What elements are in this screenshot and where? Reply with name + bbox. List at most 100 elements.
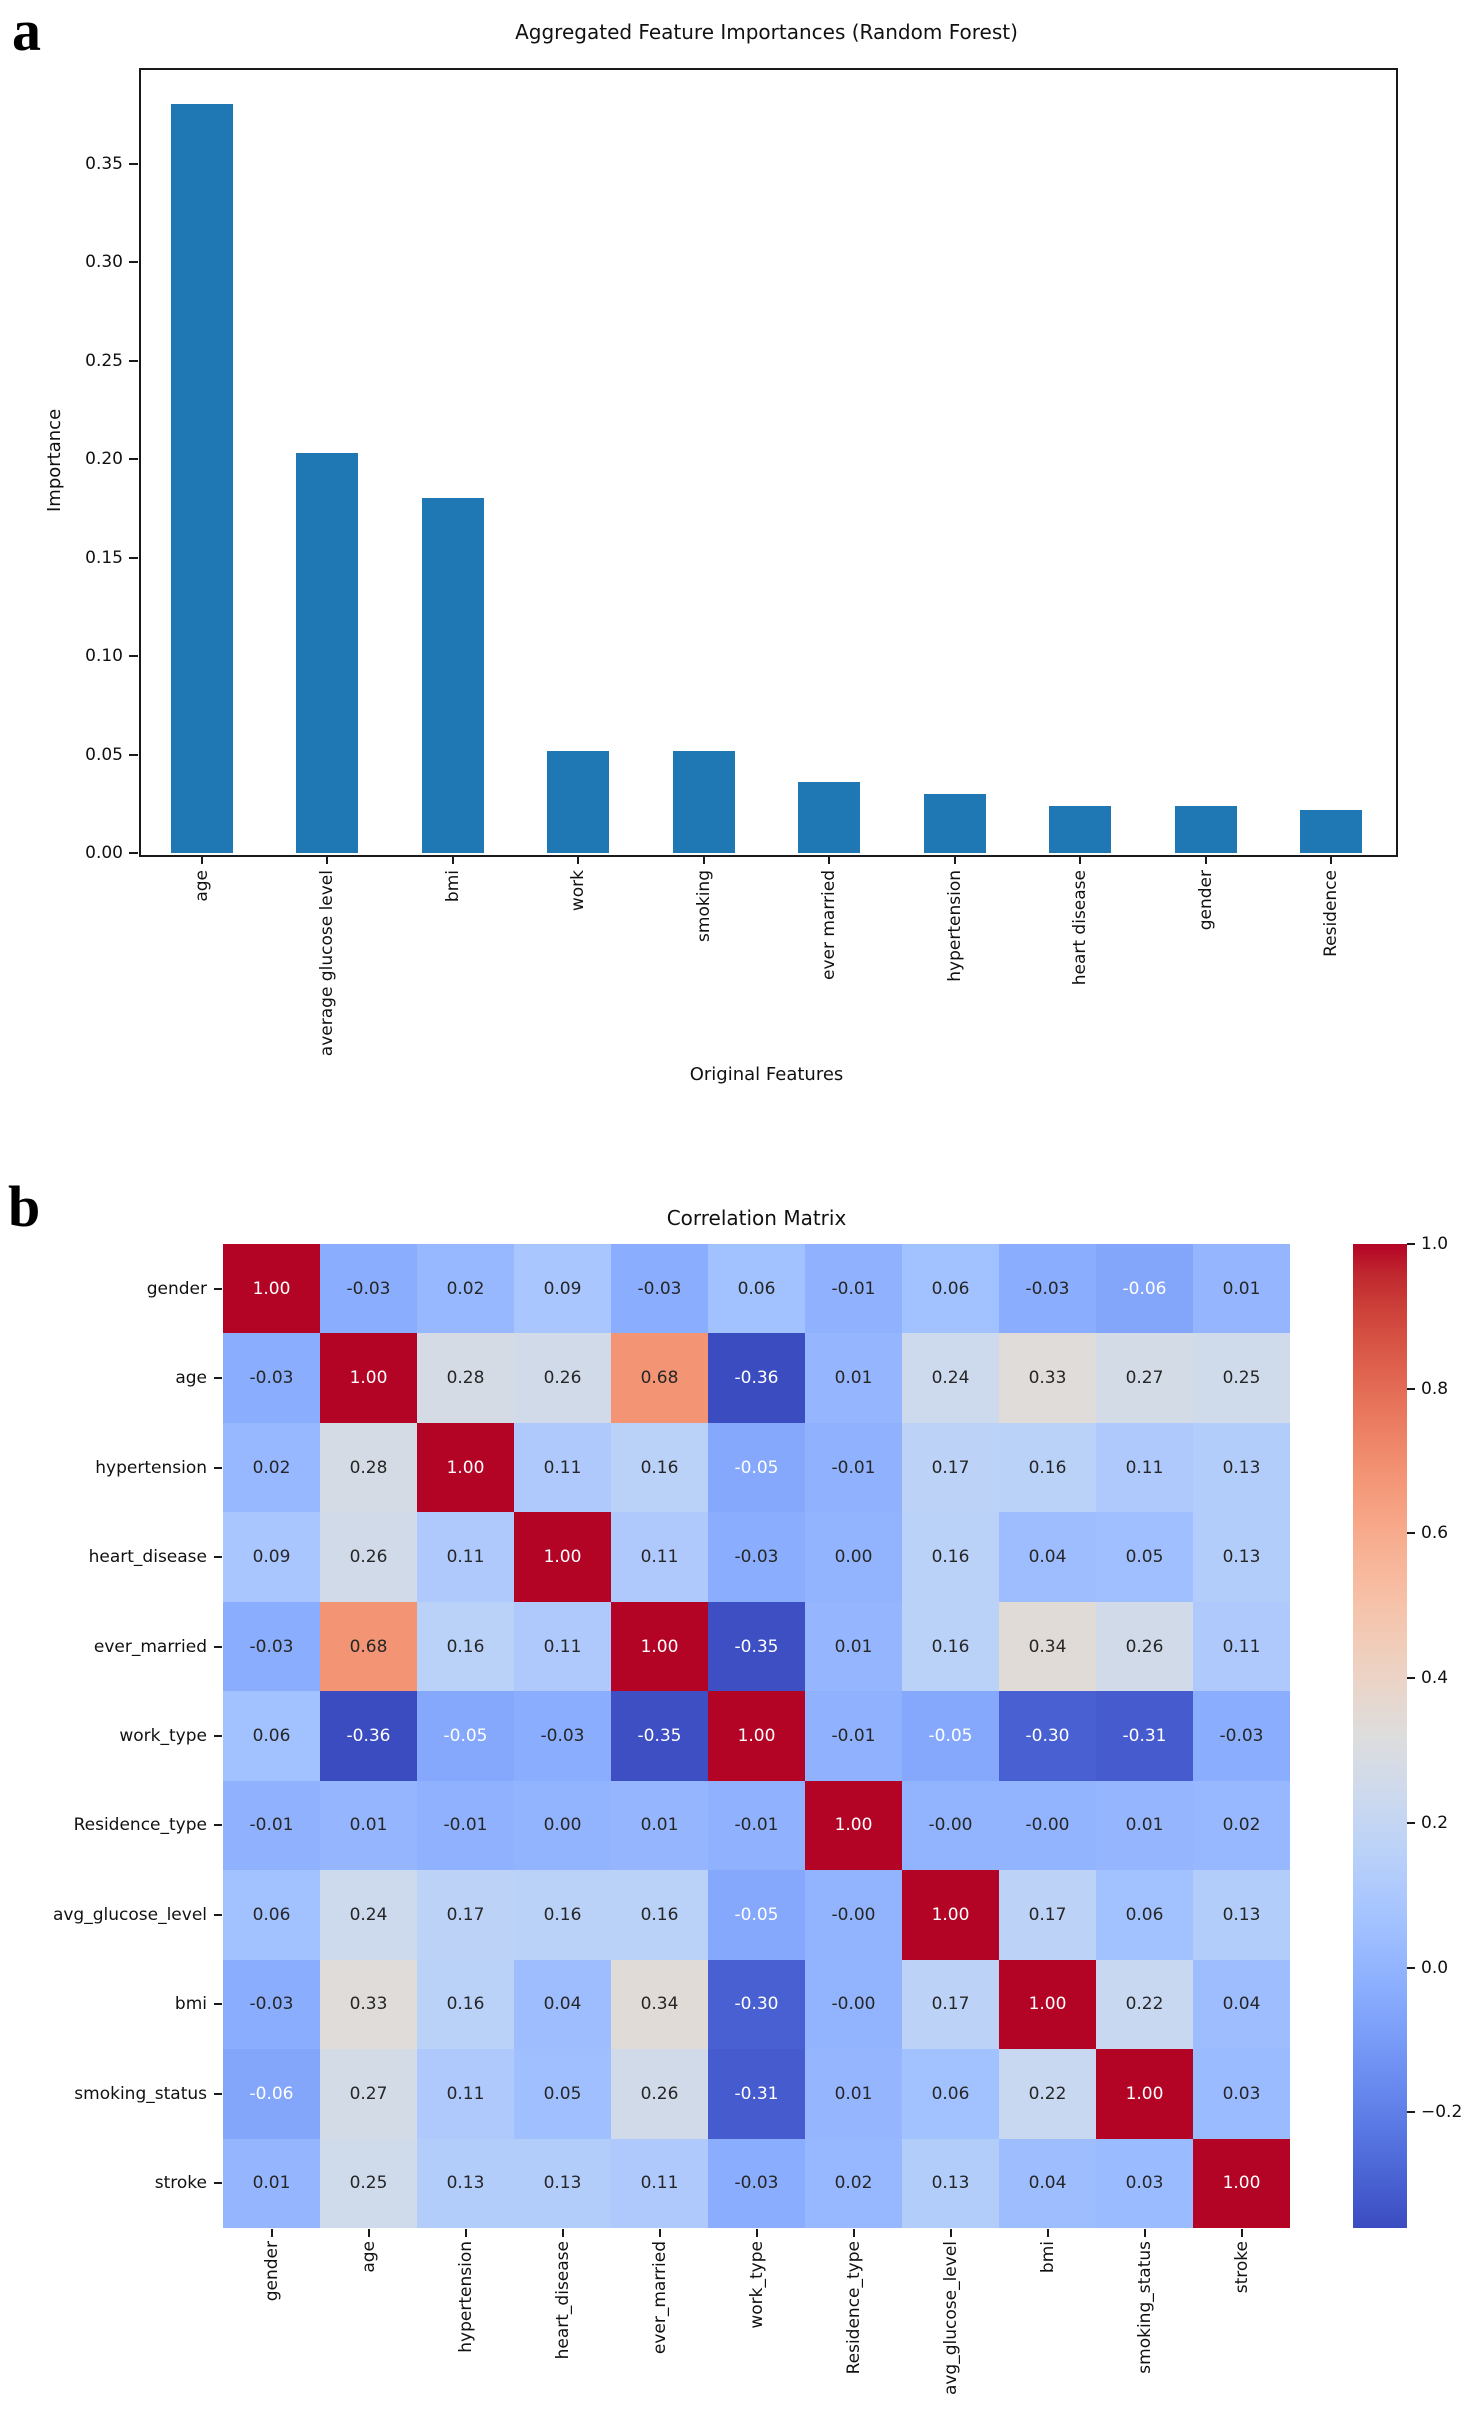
heatmap-x-tick (1240, 2229, 1243, 2237)
x-axis-tick (828, 856, 831, 864)
heatmap-cell: -0.36 (320, 1691, 417, 1781)
heatmap-cell: 0.16 (514, 1870, 611, 1960)
y-axis-tick-label: 0.30 (85, 252, 123, 273)
heatmap-cell: 0.02 (805, 2138, 902, 2228)
heatmap-cell: 0.13 (417, 2138, 514, 2228)
y-axis-tick (129, 261, 138, 264)
heatmap-cell: -0.03 (223, 1333, 320, 1423)
x-axis-tick (577, 856, 580, 864)
x-axis-tick (1079, 856, 1082, 864)
heatmap-column-label: avg_glucose_level (940, 2241, 961, 2396)
y-axis-tick-label: 0.05 (85, 744, 123, 765)
heatmap-cell: 0.01 (1193, 1244, 1290, 1334)
panel-a-label: a (12, 0, 41, 63)
bar (296, 453, 359, 853)
heatmap-cell: 0.26 (514, 1333, 611, 1423)
heatmap-x-tick (658, 2229, 661, 2237)
heatmap-cell: 0.34 (999, 1601, 1096, 1692)
colorbar (1353, 1244, 1407, 2228)
heatmap-cell: 0.04 (999, 2138, 1096, 2228)
heatmap-column-label: work_type (746, 2241, 767, 2329)
heatmap-cell: -0.03 (223, 1959, 320, 2050)
heatmap-row-label: smoking_status (74, 2083, 207, 2104)
heatmap-cell: -0.03 (708, 2138, 805, 2228)
heatmap-y-tick (214, 1913, 222, 1916)
x-axis-tick (200, 856, 203, 864)
bar (1049, 805, 1112, 853)
heatmap-cell: 0.05 (514, 2049, 611, 2139)
heatmap-cell: 0.16 (417, 1601, 514, 1692)
heatmap-cell: 0.26 (611, 2049, 708, 2139)
heatmap-cell: 0.11 (417, 2049, 514, 2139)
heatmap-x-tick (270, 2229, 273, 2237)
heatmap-y-tick (214, 1377, 222, 1380)
heatmap-y-tick (214, 1287, 222, 1290)
heatmap-cell: 0.22 (999, 2049, 1096, 2139)
heatmap-cell: 0.01 (611, 1780, 708, 1871)
heatmap-cell: 0.25 (320, 2138, 417, 2228)
heatmap-cell: 0.03 (1193, 2049, 1290, 2139)
heatmap-column-label: hypertension (455, 2241, 476, 2353)
heatmap-cell: 1.00 (1193, 2138, 1290, 2228)
heatmap-cell: -0.03 (1193, 1691, 1290, 1781)
bar-chart-title: Aggregated Feature Importances (Random F… (515, 20, 1018, 44)
y-axis-tick-label: 0.10 (85, 646, 123, 666)
y-axis-tick-label: 0.35 (85, 153, 123, 174)
heatmap-cell: 0.09 (223, 1512, 320, 1602)
heatmap-cell: 0.01 (320, 1780, 417, 1871)
bar (170, 104, 233, 853)
bar (672, 750, 735, 853)
heatmap-cell: 0.06 (223, 1691, 320, 1781)
heatmap-cell: 1.00 (708, 1691, 805, 1781)
colorbar-tick (1407, 1966, 1415, 1969)
heatmap-cell: 0.11 (514, 1601, 611, 1692)
heatmap-cell: 0.06 (223, 1870, 320, 1960)
heatmap-cell: -0.05 (708, 1870, 805, 1960)
bar (1300, 809, 1363, 853)
heatmap-cell: -0.05 (708, 1422, 805, 1513)
heatmap-row-label: bmi (174, 1994, 207, 2015)
heatmap-cell: -0.06 (1096, 1244, 1193, 1334)
heatmap-cell: 0.11 (611, 1512, 708, 1602)
heatmap-cell: -0.03 (320, 1244, 417, 1334)
y-axis-tick-label: 0.25 (85, 350, 123, 371)
x-axis-tick-label: average glucose level (317, 870, 338, 1057)
y-axis-tick (129, 753, 138, 756)
colorbar-tick-label: −0.2 (1421, 2102, 1463, 2123)
heatmap-cell: 0.13 (1193, 1870, 1290, 1960)
x-axis-tick-label: ever married (819, 870, 840, 981)
heatmap-row-label: stroke (154, 2173, 207, 2194)
heatmap-cell: 0.17 (417, 1870, 514, 1960)
heatmap-row-label: ever_married (93, 1636, 207, 1657)
heatmap-cell: 1.00 (611, 1601, 708, 1692)
heatmap-cell: 0.05 (1096, 1512, 1193, 1602)
x-axis-tick (326, 856, 329, 864)
x-axis-tick (1204, 856, 1207, 864)
heatmap-cell: 0.28 (320, 1422, 417, 1513)
heatmap-cell: -0.01 (805, 1244, 902, 1334)
heatmap-cell: 0.33 (999, 1333, 1096, 1423)
y-axis-tick (129, 359, 138, 362)
heatmap-x-tick (1046, 2229, 1049, 2237)
heatmap-cell: -0.01 (417, 1780, 514, 1871)
heatmap-cell: 0.11 (417, 1512, 514, 1602)
y-axis-tick (129, 458, 138, 461)
heatmap-cell: -0.35 (611, 1691, 708, 1781)
bar-chart-x-axis-label: Original Features (689, 1064, 844, 1085)
heatmap-cell: 1.00 (514, 1512, 611, 1602)
x-axis-tick-label: bmi (442, 870, 463, 903)
heatmap-cell: 0.33 (320, 1959, 417, 2050)
heatmap-cell: 0.26 (320, 1512, 417, 1602)
heatmap-cell: 1.00 (999, 1959, 1096, 2050)
heatmap-cell: -0.03 (708, 1512, 805, 1602)
heatmap-cell: 0.16 (902, 1512, 999, 1602)
colorbar-tick-label: 0.6 (1421, 1523, 1449, 1544)
heatmap-cell: 0.16 (902, 1601, 999, 1692)
bar (1174, 805, 1237, 853)
heatmap-cell: 0.27 (320, 2049, 417, 2139)
heatmap-cell: 0.11 (611, 2138, 708, 2228)
heatmap-cell: -0.36 (708, 1333, 805, 1423)
x-axis-tick (702, 856, 705, 864)
heatmap-x-tick (755, 2229, 758, 2237)
x-axis-tick-label: Residence (1321, 870, 1342, 957)
